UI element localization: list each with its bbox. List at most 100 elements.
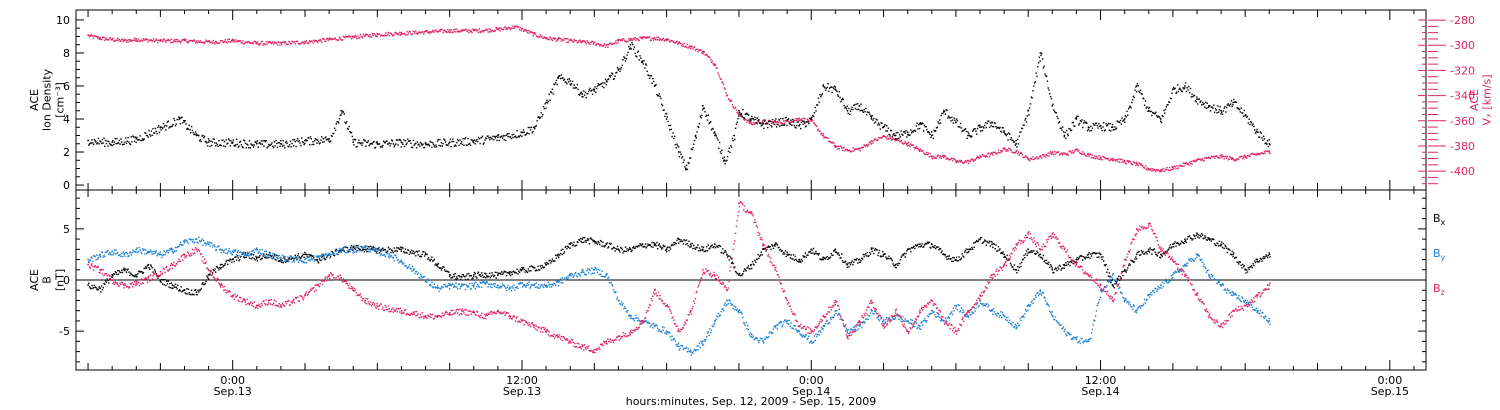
data-point	[736, 121, 738, 124]
data-point	[543, 107, 546, 110]
data-point	[616, 71, 618, 74]
data-point	[1198, 237, 1200, 239]
data-point	[1238, 261, 1241, 263]
data-point	[343, 250, 345, 252]
data-point	[1117, 278, 1119, 280]
data-point	[820, 258, 822, 260]
data-point	[1232, 255, 1234, 258]
data-point	[579, 92, 582, 95]
data-point	[194, 289, 197, 291]
data-point	[326, 37, 329, 39]
data-point	[252, 146, 255, 148]
data-point	[947, 255, 949, 257]
data-point	[815, 124, 817, 127]
data-point	[911, 130, 914, 132]
data-point	[280, 41, 282, 44]
data-point	[563, 251, 566, 253]
data-point	[452, 276, 454, 278]
data-point	[667, 38, 669, 40]
data-point	[1187, 162, 1189, 165]
data-point	[113, 143, 115, 146]
data-point	[135, 141, 137, 144]
data-point	[886, 258, 888, 260]
data-point	[228, 248, 231, 250]
data-point	[1013, 264, 1016, 266]
data-point	[151, 40, 153, 42]
data-point	[870, 143, 873, 145]
data-point	[174, 246, 177, 249]
data-point	[558, 37, 560, 39]
data-point	[763, 248, 766, 250]
data-point	[882, 253, 885, 256]
data-point	[1217, 105, 1219, 107]
data-point	[901, 142, 903, 144]
data-point	[590, 41, 592, 43]
data-point	[1009, 138, 1012, 141]
data-point	[948, 116, 951, 119]
data-point	[438, 144, 440, 147]
data-point	[412, 139, 415, 142]
data-point	[1192, 160, 1194, 162]
data-point	[1248, 118, 1250, 120]
data-point	[312, 42, 314, 44]
data-point	[479, 274, 481, 276]
data-point	[371, 33, 374, 35]
data-point	[180, 243, 182, 246]
data-point	[895, 139, 897, 141]
data-point	[187, 128, 190, 130]
data-point	[199, 241, 202, 243]
data-point	[1021, 127, 1023, 129]
data-point	[1120, 123, 1122, 125]
data-point	[969, 135, 971, 137]
data-point	[622, 38, 624, 40]
data-point	[227, 138, 230, 140]
data-point	[136, 276, 138, 278]
data-point	[307, 253, 309, 256]
data-point	[443, 138, 445, 140]
data-point	[874, 247, 877, 250]
data-point	[118, 254, 120, 256]
data-point	[562, 39, 564, 41]
data-point	[383, 35, 386, 37]
data-point	[140, 139, 142, 142]
data-point	[186, 127, 189, 130]
data-point	[517, 136, 519, 138]
data-point	[113, 252, 115, 254]
data-point	[1037, 158, 1039, 160]
data-point	[502, 28, 505, 31]
data-point	[1049, 263, 1052, 266]
data-point	[579, 94, 581, 96]
data-point	[437, 262, 439, 265]
data-point	[1202, 103, 1204, 106]
data-point	[293, 257, 296, 260]
data-point	[424, 253, 427, 256]
data-point	[399, 34, 402, 36]
data-point	[1132, 95, 1135, 97]
data-point	[456, 142, 458, 144]
data-point	[670, 128, 672, 131]
data-point	[967, 160, 969, 162]
data-point	[725, 251, 727, 253]
data-point	[1000, 151, 1003, 153]
data-point	[848, 149, 850, 152]
data-point	[653, 241, 655, 244]
data-point	[104, 255, 106, 258]
data-point	[1242, 115, 1245, 117]
data-point	[772, 247, 775, 249]
data-point	[1141, 93, 1143, 95]
data-point	[1031, 251, 1033, 254]
data-point	[383, 249, 386, 251]
data-point	[203, 135, 206, 138]
data-point	[1188, 164, 1190, 166]
data-point	[857, 108, 860, 110]
data-point	[898, 140, 901, 143]
data-point	[1225, 155, 1227, 157]
data-point	[872, 142, 874, 144]
data-point	[1082, 256, 1085, 258]
data-point	[721, 81, 723, 83]
data-point	[994, 151, 996, 154]
data-point	[804, 121, 807, 123]
data-point	[241, 42, 243, 44]
data-point	[136, 39, 138, 42]
data-point	[760, 123, 762, 125]
